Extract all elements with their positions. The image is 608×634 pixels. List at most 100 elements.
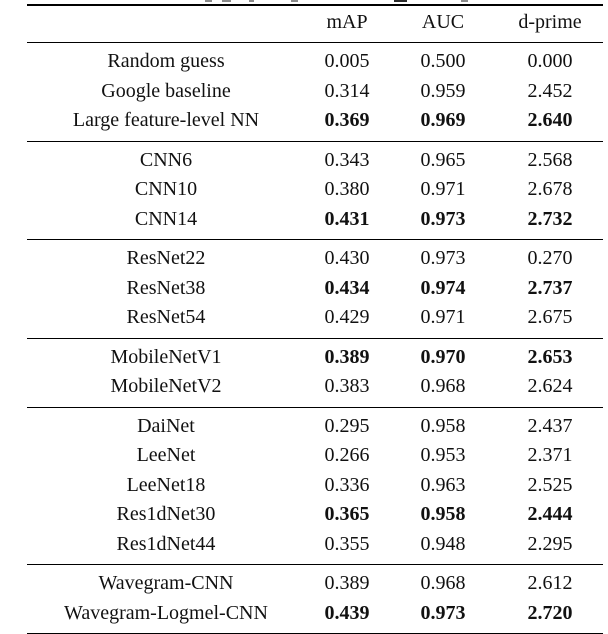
table-row: Wavegram-Logmel-CNN 0.439 0.973 2.720: [27, 599, 603, 634]
model-name: Large feature-level NN: [72, 109, 260, 131]
map-value: 0.314: [324, 79, 370, 102]
model-name: ResNet22: [126, 247, 206, 269]
caption-fragment: [291, 0, 298, 2]
model-name: CNN14: [134, 207, 198, 230]
table-row: Wavegram-CNN 0.389 0.968 2.612: [27, 565, 603, 599]
caption-fragment: [394, 0, 407, 2]
auc-value: 0.973: [420, 207, 466, 230]
group-cnn: CNN6 0.343 0.965 2.568 CNN10 0.380 0.971…: [27, 141, 603, 240]
auc-value: 0.969: [420, 109, 466, 131]
model-name: Res1dNet30: [116, 503, 216, 525]
dprime-value: 2.624: [527, 375, 573, 397]
dprime-value: 2.452: [527, 79, 573, 102]
dprime-value: 2.371: [527, 444, 573, 466]
model-name: LeeNet18: [126, 473, 206, 496]
auc-value: 0.963: [420, 473, 466, 496]
model-name: MobileNetV1: [110, 345, 222, 368]
map-value: 0.355: [324, 532, 370, 555]
header-map: mAP: [326, 11, 368, 33]
table-row: DaiNet 0.295 0.958 2.437: [27, 407, 603, 441]
auc-value: 0.965: [420, 148, 466, 171]
model-name: ResNet38: [126, 276, 206, 299]
table-row: CNN10 0.380 0.971 2.678: [27, 175, 603, 205]
auc-value: 0.958: [420, 414, 466, 437]
map-value: 0.434: [324, 276, 370, 299]
auc-value: 0.958: [420, 503, 466, 525]
auc-value: 0.968: [420, 375, 466, 397]
group-wavegram: Wavegram-CNN 0.389 0.968 2.612 Wavegram-…: [27, 564, 603, 634]
table-header: mAP AUC d-prime: [27, 5, 603, 43]
auc-value: 0.959: [420, 79, 466, 102]
map-value: 0.266: [324, 444, 370, 466]
dprime-value: 2.437: [527, 414, 573, 437]
map-value: 0.380: [324, 178, 370, 200]
dprime-value: 2.720: [527, 601, 573, 624]
dprime-value: 2.568: [527, 148, 573, 171]
map-value: 0.429: [324, 306, 370, 328]
caption-fragment: [461, 0, 468, 2]
auc-value: 0.973: [420, 247, 466, 269]
dprime-value: 2.612: [527, 572, 573, 594]
table-row: ResNet22 0.430 0.973 0.270: [27, 240, 603, 274]
dprime-value: 0.000: [527, 50, 573, 72]
map-value: 0.430: [324, 247, 370, 269]
header-row: mAP AUC d-prime: [27, 5, 603, 43]
table-row: MobileNetV2 0.383 0.968 2.624: [27, 372, 603, 407]
group-mobilenet: MobileNetV1 0.389 0.970 2.653 MobileNetV…: [27, 338, 603, 407]
caption-fragment: [205, 0, 212, 2]
dprime-value: 2.653: [527, 345, 573, 368]
table-row: MobileNetV1 0.389 0.970 2.653: [27, 338, 603, 372]
map-value: 0.439: [324, 601, 370, 624]
dprime-value: 2.737: [527, 276, 573, 299]
model-name: Wavegram-CNN: [98, 572, 234, 594]
auc-value: 0.953: [420, 444, 466, 466]
group-1d-cnns: DaiNet 0.295 0.958 2.437 LeeNet 0.266 0.…: [27, 407, 603, 565]
auc-value: 0.974: [420, 276, 466, 299]
table-row: ResNet54 0.429 0.971 2.675: [27, 303, 603, 338]
table-row: LeeNet 0.266 0.953 2.371: [27, 441, 603, 471]
model-name: DaiNet: [137, 414, 195, 437]
model-name: MobileNetV2: [110, 375, 222, 397]
dprime-value: 2.675: [527, 306, 573, 328]
auc-value: 0.948: [420, 532, 466, 555]
map-value: 0.389: [324, 572, 370, 594]
map-value: 0.431: [324, 207, 370, 230]
header-dprime: d-prime: [518, 11, 582, 33]
map-value: 0.336: [324, 473, 370, 496]
auc-value: 0.500: [420, 50, 466, 72]
auc-value: 0.971: [420, 306, 466, 328]
model-name: CNN10: [134, 178, 198, 200]
table-row: Large feature-level NN 0.369 0.969 2.640: [27, 106, 603, 141]
dprime-value: 2.640: [527, 109, 573, 131]
table-row: LeeNet18 0.336 0.963 2.525: [27, 471, 603, 501]
map-value: 0.365: [324, 503, 370, 525]
auc-value: 0.973: [420, 601, 466, 624]
map-value: 0.369: [324, 109, 370, 131]
model-name: ResNet54: [126, 306, 206, 328]
model-name: Wavegram-Logmel-CNN: [64, 601, 268, 624]
model-name: CNN6: [139, 148, 193, 171]
model-name: Random guess: [107, 50, 225, 72]
map-value: 0.295: [324, 414, 370, 437]
dprime-value: 2.678: [527, 178, 573, 200]
caption-fragment: [222, 0, 231, 2]
table-row: Res1dNet44 0.355 0.948 2.295: [27, 530, 603, 565]
table-row: ResNet38 0.434 0.974 2.737: [27, 274, 603, 304]
dprime-value: 2.444: [527, 503, 573, 525]
dprime-value: 0.270: [527, 247, 573, 269]
table-row: Random guess 0.005 0.500 0.000: [27, 43, 603, 77]
dprime-value: 2.295: [527, 532, 573, 555]
map-value: 0.383: [324, 375, 370, 397]
model-name: Res1dNet44: [116, 532, 216, 555]
group-resnet: ResNet22 0.430 0.973 0.270 ResNet38 0.43…: [27, 239, 603, 339]
caption-fragment: [249, 0, 254, 2]
table-row: CNN14 0.431 0.973 2.732: [27, 205, 603, 240]
map-value: 0.005: [324, 50, 370, 72]
table-row: Res1dNet30 0.365 0.958 2.444: [27, 500, 603, 530]
model-name: Google baseline: [101, 79, 231, 102]
model-name: LeeNet: [136, 444, 196, 466]
results-table: mAP AUC d-prime Random guess 0.005 0.500…: [27, 4, 603, 634]
auc-value: 0.968: [420, 572, 466, 594]
map-value: 0.343: [324, 148, 370, 171]
